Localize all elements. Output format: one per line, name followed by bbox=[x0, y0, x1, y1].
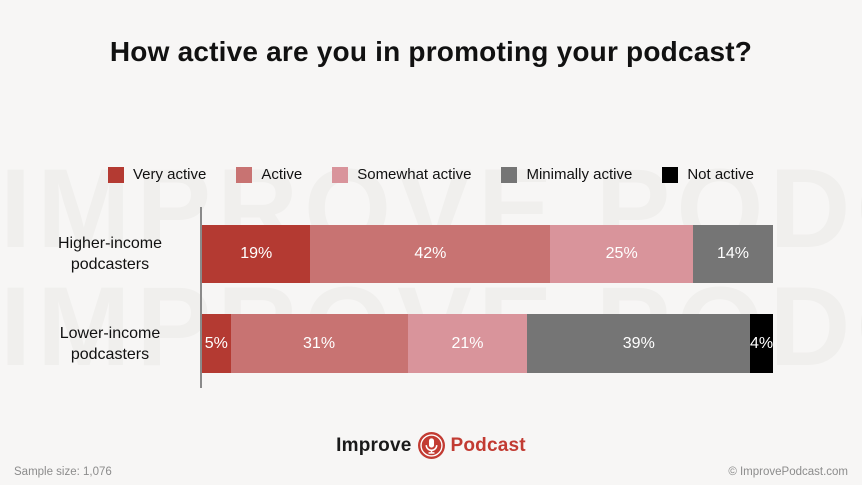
legend-item-very-active: Very active bbox=[107, 166, 207, 183]
category-label: Lower-income podcasters bbox=[59, 324, 161, 363]
logo-text-podcast: Podcast bbox=[450, 434, 526, 456]
chart-row: Higher-income podcasters 19% 42% 25% 14% bbox=[0, 225, 862, 283]
bar-segment-somewhat-active: 25% bbox=[550, 225, 694, 283]
bar-segment-very-active: 19% bbox=[202, 225, 311, 283]
logo-text-improve: Improve bbox=[336, 434, 412, 456]
page-title: How active are you in promoting your pod… bbox=[109, 36, 753, 67]
segment-value-label: 42% bbox=[414, 245, 447, 262]
segment-value-label: 14% bbox=[717, 245, 750, 262]
legend-label: Minimally active bbox=[526, 166, 633, 183]
segment-value-label: 19% bbox=[240, 245, 273, 262]
legend-item-not-active: Not active bbox=[662, 166, 754, 183]
segment-value-label: 5% bbox=[204, 334, 228, 352]
microphone-badge-icon bbox=[417, 432, 445, 459]
legend-label: Somewhat active bbox=[357, 166, 472, 183]
legend-label: Not active bbox=[687, 166, 755, 183]
segment-value-label: 4% bbox=[750, 334, 774, 352]
legend-swatch-icon bbox=[662, 166, 679, 183]
category-label: Higher-income podcasters bbox=[57, 235, 163, 273]
chart-row: Lower-income podcasters 5% 31% 21% 39% 4% bbox=[0, 314, 862, 373]
segment-value-label: 39% bbox=[622, 334, 655, 352]
bar-segment-minimally-active: 39% bbox=[527, 314, 751, 373]
bar-segment-minimally-active: 14% bbox=[693, 225, 773, 283]
bar-segment-very-active: 5% bbox=[202, 314, 231, 373]
y-axis-line bbox=[200, 207, 202, 388]
brand-logo: Improve Podcast bbox=[0, 432, 862, 459]
bar-segment-somewhat-active: 21% bbox=[407, 314, 528, 373]
copyright-note: © ImprovePodcast.com bbox=[728, 466, 848, 478]
sample-size-note: Sample size: 1,076 bbox=[14, 466, 112, 478]
segment-value-label: 25% bbox=[605, 245, 638, 262]
legend-swatch-icon bbox=[501, 166, 518, 183]
segment-value-label: 31% bbox=[303, 334, 336, 352]
legend-label: Active bbox=[261, 166, 303, 183]
bar-segment-active: 31% bbox=[230, 314, 408, 373]
legend-item-active: Active bbox=[236, 166, 302, 183]
legend-label: Very active bbox=[132, 166, 207, 183]
chart-legend: Very active Active Somewhat active Minimall… bbox=[0, 166, 862, 183]
stacked-bar: 19% 42% 25% 14% bbox=[202, 225, 773, 283]
legend-item-minimally-active: Minimally active bbox=[501, 166, 632, 183]
bar-segment-active: 42% bbox=[310, 225, 551, 283]
legend-swatch-icon bbox=[236, 166, 253, 183]
stacked-bar: 5% 31% 21% 39% 4% bbox=[202, 314, 773, 373]
bar-segment-not-active: 4% bbox=[750, 314, 773, 373]
segment-value-label: 21% bbox=[451, 334, 484, 352]
legend-swatch-icon bbox=[332, 166, 349, 183]
legend-item-somewhat-active: Somewhat active bbox=[332, 166, 471, 183]
legend-swatch-icon bbox=[107, 166, 124, 183]
